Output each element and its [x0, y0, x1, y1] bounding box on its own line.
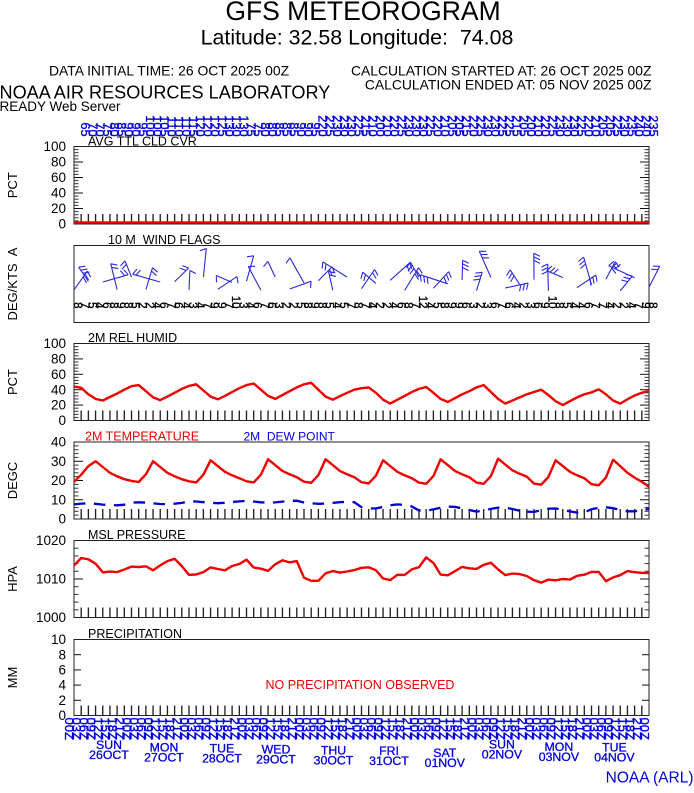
- svg-text:8: 8: [58, 647, 66, 662]
- svg-text:10: 10: [51, 632, 66, 647]
- svg-text:DEGC: DEGC: [5, 462, 20, 500]
- svg-text:00Z: 00Z: [637, 718, 652, 740]
- svg-text:0: 0: [58, 512, 66, 527]
- svg-text:100: 100: [43, 139, 66, 154]
- svg-text:2M REL HUMID: 2M REL HUMID: [88, 331, 177, 345]
- svg-text:80: 80: [51, 352, 66, 367]
- svg-text:2M DEW POINT: 2M DEW POINT: [244, 430, 336, 444]
- svg-text:20: 20: [51, 201, 66, 216]
- svg-text:PRECIPITATION: PRECIPITATION: [88, 627, 182, 641]
- svg-text:29OCT: 29OCT: [256, 752, 296, 766]
- svg-text:GFS METEOROGRAM: GFS METEOROGRAM: [225, 0, 500, 26]
- svg-text:MSL PRESSURE: MSL PRESSURE: [88, 528, 185, 542]
- svg-text:8: 8: [646, 302, 658, 308]
- svg-text:PCT: PCT: [5, 369, 20, 395]
- svg-text:26OCT: 26OCT: [89, 748, 129, 762]
- svg-text:READY Web Server: READY Web Server: [0, 99, 121, 114]
- svg-text:235: 235: [646, 115, 661, 136]
- svg-text:CALCULATION ENDED AT: 05 NOV 2: CALCULATION ENDED AT: 05 NOV 2025 00Z: [365, 77, 652, 93]
- svg-text:HPA: HPA: [5, 566, 20, 592]
- svg-text:80: 80: [51, 155, 66, 170]
- svg-text:PCT: PCT: [5, 172, 20, 198]
- svg-text:0: 0: [58, 413, 66, 428]
- svg-text:28OCT: 28OCT: [202, 752, 242, 766]
- svg-text:1010: 1010: [36, 572, 66, 587]
- svg-text:40: 40: [51, 382, 66, 397]
- svg-text:1020: 1020: [36, 533, 66, 548]
- svg-text:2: 2: [58, 693, 66, 708]
- svg-text:1000: 1000: [36, 610, 66, 625]
- svg-text:DATA INITIAL TIME: 26 OCT 2025: DATA INITIAL TIME: 26 OCT 2025 00Z: [49, 63, 290, 79]
- svg-text:60: 60: [51, 170, 66, 185]
- svg-text:100: 100: [43, 336, 66, 351]
- svg-text:10: 10: [51, 492, 66, 507]
- svg-text:Latitude: 32.58 Longitude: 74: Latitude: 32.58 Longitude: 74.08: [201, 26, 514, 50]
- svg-text:04NOV: 04NOV: [594, 751, 635, 765]
- svg-text:30OCT: 30OCT: [314, 753, 354, 767]
- svg-text:30: 30: [51, 454, 66, 469]
- svg-text:4: 4: [58, 678, 66, 693]
- svg-text:2M TEMPERATURE: 2M TEMPERATURE: [85, 430, 199, 444]
- svg-text:MM: MM: [5, 667, 20, 689]
- svg-text:DEG/KTS A: DEG/KTS A: [5, 247, 20, 320]
- svg-text:60: 60: [51, 367, 66, 382]
- svg-text:03NOV: 03NOV: [539, 750, 580, 764]
- svg-text:20: 20: [51, 398, 66, 413]
- svg-text:27OCT: 27OCT: [144, 750, 184, 764]
- svg-text:31OCT: 31OCT: [369, 754, 409, 768]
- svg-text:10 M WIND FLAGS: 10 M WIND FLAGS: [108, 233, 221, 247]
- svg-text:20: 20: [51, 473, 66, 488]
- svg-text:NOAA (ARL): NOAA (ARL): [606, 770, 694, 787]
- svg-text:01NOV: 01NOV: [425, 756, 466, 770]
- svg-text:02NOV: 02NOV: [482, 747, 523, 761]
- svg-text:40: 40: [51, 186, 66, 201]
- svg-text:40: 40: [51, 435, 66, 450]
- svg-text:NO PRECIPITATION OBSERVED: NO PRECIPITATION OBSERVED: [266, 678, 455, 692]
- svg-text:6: 6: [58, 663, 66, 678]
- svg-text:0: 0: [58, 217, 66, 232]
